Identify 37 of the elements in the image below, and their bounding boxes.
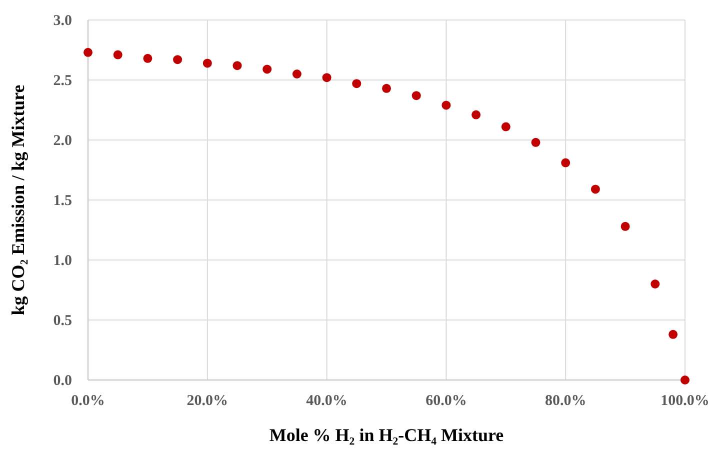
x-tick-label: 40.0% [306, 393, 348, 409]
x-tick-label: 20.0% [186, 393, 228, 409]
point [561, 158, 570, 168]
point [352, 79, 362, 88]
y-tick-label: 3.0 [53, 13, 72, 29]
point [322, 73, 332, 82]
point [531, 138, 540, 147]
y-tick-label: 1.5 [53, 193, 72, 209]
point [680, 376, 690, 384]
point [292, 70, 302, 78]
x-axis-title: Mole % H₂ in H₂-CH₄ Mixture [269, 425, 504, 445]
point [501, 122, 510, 132]
point [650, 280, 660, 288]
y-tick-label: 2.0 [53, 133, 72, 149]
point [232, 61, 242, 70]
point [143, 54, 152, 63]
point [173, 55, 182, 64]
y-tick-label: 2.5 [53, 73, 72, 89]
x-tick-label: 80.0% [544, 393, 586, 409]
point [262, 64, 272, 74]
x-tick-label: 60.0% [426, 393, 467, 409]
x-tick-label: 100.0% [660, 393, 710, 409]
point [442, 100, 451, 110]
point [84, 48, 92, 57]
point [590, 184, 600, 194]
y-tick-label: 1.0 [53, 253, 72, 269]
point [202, 58, 212, 68]
y-axis-title: kg CO₂ Emission / kg Mixture [8, 84, 28, 316]
point [620, 222, 630, 231]
point [382, 84, 391, 93]
x-tick-label: 0.0% [71, 393, 105, 409]
point [472, 110, 481, 120]
point [668, 330, 678, 339]
point [113, 50, 122, 60]
point [412, 91, 421, 100]
y-tick-label: 0.0 [53, 373, 72, 389]
y-tick-label: 0.5 [53, 313, 72, 329]
